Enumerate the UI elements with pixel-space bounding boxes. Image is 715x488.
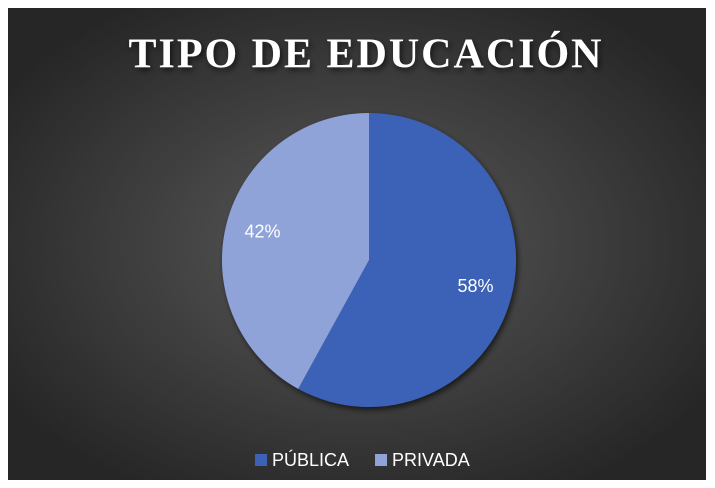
pie	[222, 113, 516, 407]
pie-slice	[298, 113, 516, 407]
data-label: 58%	[458, 276, 494, 296]
data-label: 42%	[244, 221, 280, 241]
pie-slice	[222, 113, 369, 389]
legend-swatch	[255, 454, 267, 466]
legend-label: PRIVADA	[392, 450, 470, 470]
chart-title: TIPO DE EDUCACIÓN	[128, 31, 603, 78]
legend-swatch	[375, 454, 388, 466]
legend-label: PÚBLICA	[272, 449, 349, 470]
